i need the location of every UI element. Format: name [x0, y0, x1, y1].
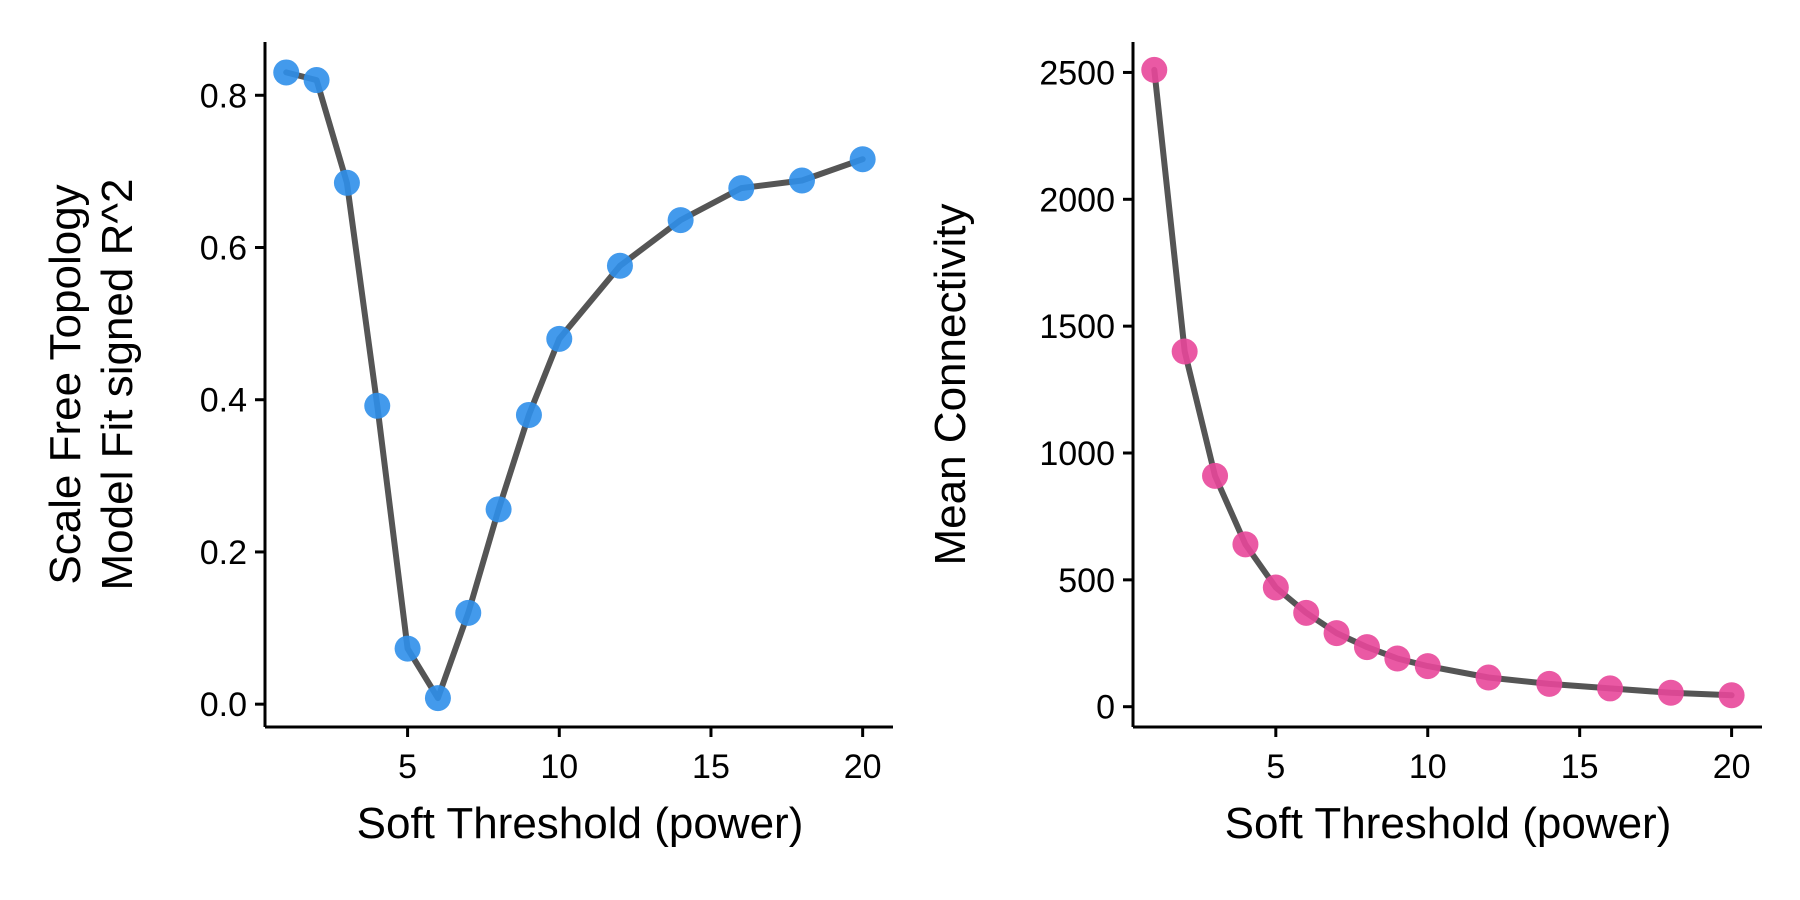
panel-scale-free-fit: 0.0 0.2 0.4 0.6 0.8 5 10 15 20 Soft Threshold (po…	[41, 42, 893, 848]
panel-mean-connectivity: 0 500 1000 1500 2000 2500 5 10 15 20 Soft Threshol…	[926, 42, 1762, 848]
data-point	[1293, 599, 1320, 626]
data-point	[1657, 679, 1684, 706]
x-axis-title: Soft Threshold (power)	[357, 799, 804, 848]
x-tick-label: 15	[692, 748, 730, 786]
y-tick-label: 2000	[1039, 181, 1115, 219]
x-axis-title: Soft Threshold (power)	[1225, 799, 1672, 848]
x-tick-label: 5	[1266, 748, 1285, 786]
data-point	[455, 599, 482, 626]
y-tick-label: 0.8	[200, 77, 247, 115]
data-point	[1384, 645, 1411, 672]
y-axis-title-line: Mean Connectivity	[926, 204, 975, 566]
y-tick-label: 0.4	[200, 382, 247, 420]
series-line	[283, 69, 866, 702]
data-point	[1597, 675, 1624, 702]
data-point	[364, 392, 391, 419]
y-tick-label: 1000	[1039, 435, 1115, 473]
y-tick-label: 0	[1096, 689, 1115, 727]
y-axis-title-line: Model Fit signed R^2	[93, 179, 142, 591]
y-tick-label: 0.6	[200, 230, 247, 268]
x-tick-label: 10	[540, 748, 578, 786]
data-point	[1323, 620, 1350, 647]
data-point	[667, 207, 694, 234]
data-point	[1171, 338, 1198, 365]
data-point	[1232, 531, 1259, 558]
data-point	[546, 325, 573, 352]
x-tick-label: 20	[1713, 748, 1751, 786]
series-line	[1151, 66, 1735, 699]
data-point	[424, 685, 451, 712]
data-point	[788, 167, 815, 194]
data-point	[1414, 653, 1441, 680]
data-point	[1202, 462, 1229, 489]
data-point	[1353, 634, 1380, 661]
x-tick-label: 20	[844, 748, 882, 786]
data-point	[1262, 574, 1289, 601]
data-point	[303, 67, 330, 94]
y-axis-title-line: Scale Free Topology	[41, 184, 90, 584]
data-point	[1536, 670, 1563, 697]
x-tick-label: 10	[1409, 748, 1447, 786]
y-tick-label: 0.2	[200, 534, 247, 572]
data-point	[606, 252, 633, 279]
y-tick-label: 500	[1058, 562, 1115, 600]
data-point	[849, 146, 876, 173]
x-tick-label: 15	[1561, 748, 1599, 786]
data-point	[1718, 682, 1745, 709]
data-point	[728, 175, 755, 202]
y-tick-label: 0.0	[200, 686, 247, 724]
x-tick-label: 5	[398, 748, 417, 786]
data-point	[515, 401, 542, 428]
data-point	[1141, 56, 1168, 83]
y-tick-label: 1500	[1039, 308, 1115, 346]
data-point	[1475, 664, 1502, 691]
data-point	[273, 59, 300, 86]
y-tick-label: 2500	[1039, 54, 1115, 92]
data-point	[394, 635, 421, 662]
data-point	[333, 169, 360, 196]
data-point	[485, 496, 512, 523]
